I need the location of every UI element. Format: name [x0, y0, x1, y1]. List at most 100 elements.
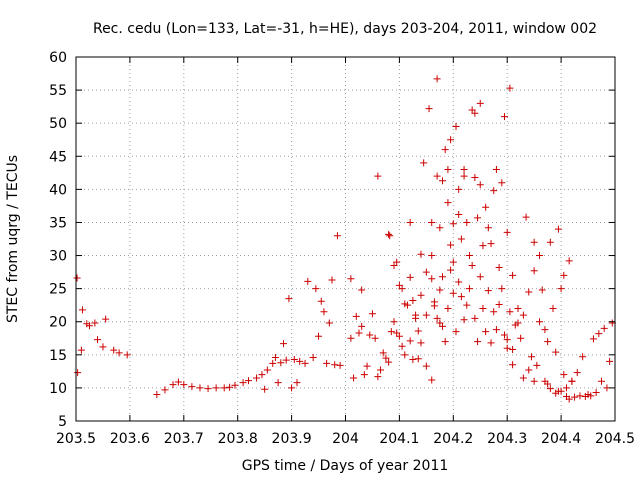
data-point [441, 146, 449, 154]
data-point [560, 371, 568, 379]
x-tick-label: 204.1 [379, 431, 419, 447]
data-points [73, 75, 616, 403]
data-point [519, 374, 527, 382]
data-point [422, 311, 430, 319]
data-point [565, 395, 573, 403]
data-point [420, 159, 428, 167]
data-point [433, 172, 441, 180]
chart-title: Rec. cedu (Lon=133, Lat=-31, h=HE), days… [93, 21, 597, 37]
data-point [174, 378, 182, 386]
x-axis-label: GPS time / Days of year 2011 [242, 458, 449, 474]
data-point [422, 268, 430, 276]
data-point [503, 228, 511, 236]
data-point [589, 335, 597, 343]
data-point [99, 343, 107, 351]
data-point [509, 271, 517, 279]
data-point [449, 258, 457, 266]
data-point [433, 75, 441, 83]
data-point [460, 166, 468, 174]
data-point [328, 276, 336, 284]
data-point [398, 342, 406, 350]
data-point [309, 353, 317, 361]
data-point [393, 258, 401, 266]
data-point [557, 387, 565, 395]
data-point [336, 361, 344, 369]
data-point [560, 271, 568, 279]
data-point [422, 362, 430, 370]
data-point [468, 261, 476, 269]
data-point [476, 273, 484, 281]
y-tick-label: 35 [49, 215, 67, 231]
y-tick-label: 50 [49, 116, 67, 132]
data-point [538, 286, 546, 294]
data-point [398, 285, 406, 293]
data-point [412, 311, 420, 319]
data-point [444, 166, 452, 174]
data-point [503, 336, 511, 344]
data-point [463, 301, 471, 309]
data-point [565, 257, 573, 265]
data-point [325, 319, 333, 327]
data-point [457, 293, 465, 301]
data-point [549, 304, 557, 312]
data-point [490, 187, 498, 195]
data-point [161, 386, 169, 394]
data-point [455, 211, 463, 219]
data-point [552, 348, 560, 356]
x-tick-label: 203.8 [218, 431, 258, 447]
data-point [509, 361, 517, 369]
data-point [390, 318, 398, 326]
data-point [403, 301, 411, 309]
data-point [506, 308, 514, 316]
data-point [377, 366, 385, 374]
grid-layer [76, 57, 615, 421]
data-point [123, 351, 131, 359]
data-point [492, 326, 500, 334]
data-point [304, 277, 312, 285]
data-point [457, 235, 465, 243]
x-tick-labels: 203.5 203.6 203.7 203.8 203.9 204 204.1 204.2 20… [56, 431, 635, 447]
data-point [449, 220, 457, 228]
y-tick-label: 60 [49, 50, 67, 66]
data-point [188, 383, 196, 391]
data-point [269, 359, 277, 367]
data-point [568, 377, 576, 385]
y-tick-label: 40 [49, 182, 67, 198]
data-point [414, 355, 422, 363]
y-tick-label: 55 [49, 83, 67, 99]
data-point [476, 181, 484, 189]
data-point [387, 328, 395, 336]
data-point [274, 379, 282, 387]
data-point [571, 393, 579, 401]
data-point [474, 338, 482, 346]
data-point [533, 361, 541, 369]
data-point [355, 329, 363, 337]
data-point [382, 354, 390, 362]
data-point [406, 218, 414, 226]
data-point [360, 371, 368, 379]
data-point [417, 250, 425, 258]
data-point [482, 328, 490, 336]
data-point [282, 356, 290, 364]
data-point [385, 230, 393, 238]
data-point [495, 263, 503, 271]
data-point [347, 334, 355, 342]
y-tick-label: 45 [49, 149, 67, 165]
data-point [290, 355, 298, 363]
data-point [263, 366, 271, 374]
data-point [514, 319, 522, 327]
data-point [94, 336, 102, 344]
data-point [312, 285, 320, 293]
data-point [449, 289, 457, 297]
data-point [595, 330, 603, 338]
data-point [317, 297, 325, 305]
data-point [579, 353, 587, 361]
data-point [428, 218, 436, 226]
data-point [115, 349, 123, 357]
data-point [484, 224, 492, 232]
data-point [465, 285, 473, 293]
data-point [587, 392, 595, 400]
data-point [606, 357, 614, 365]
data-point [352, 312, 360, 320]
data-point [239, 379, 247, 387]
